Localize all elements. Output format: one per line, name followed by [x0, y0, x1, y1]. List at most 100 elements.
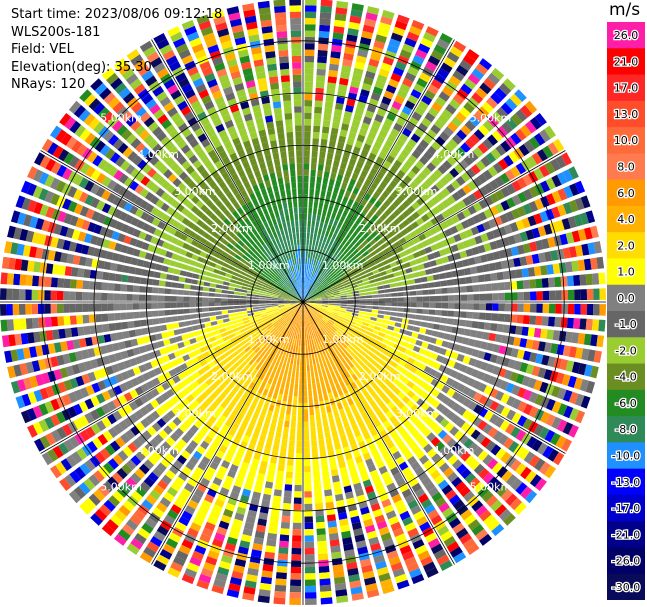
velocity-gate — [332, 377, 339, 385]
velocity-gate — [96, 172, 107, 184]
velocity-gate — [377, 346, 385, 353]
velocity-gate — [327, 294, 334, 297]
velocity-gate — [207, 430, 217, 439]
velocity-gate — [387, 341, 395, 348]
velocity-gate — [130, 338, 139, 347]
velocity-gate — [269, 335, 275, 341]
velocity-gate — [344, 233, 351, 241]
velocity-gate — [350, 152, 359, 161]
velocity-gate — [291, 311, 296, 318]
velocity-gate — [357, 175, 366, 184]
velocity-gate — [326, 359, 331, 367]
velocity-gate — [151, 310, 159, 317]
velocity-gate — [184, 445, 195, 455]
velocity-gate — [227, 294, 234, 298]
velocity-gate — [215, 572, 228, 582]
velocity-gate — [300, 320, 302, 328]
velocity-gate — [334, 154, 342, 162]
velocity-gate — [95, 281, 102, 290]
velocity-gate — [135, 451, 146, 462]
velocity-gate — [479, 293, 487, 301]
velocity-gate — [393, 271, 401, 277]
velocity-gate — [303, 358, 306, 366]
velocity-gate — [433, 169, 443, 179]
velocity-gate — [86, 441, 98, 453]
velocity-gate — [394, 573, 408, 584]
velocity-gate — [171, 253, 179, 261]
velocity-gate — [69, 377, 79, 389]
velocity-gate — [289, 310, 294, 316]
velocity-gate — [246, 305, 253, 308]
velocity-gate — [326, 244, 332, 252]
velocity-gate — [301, 339, 303, 347]
velocity-gate — [52, 445, 64, 459]
velocity-gate — [132, 311, 140, 319]
velocity-gate — [525, 470, 537, 484]
velocity-gate — [531, 365, 541, 377]
velocity-gate — [350, 586, 363, 595]
velocity-gate — [147, 471, 159, 483]
velocity-gate — [543, 369, 553, 381]
velocity-gate — [513, 337, 521, 347]
velocity-gate — [315, 503, 324, 510]
velocity-gate — [368, 443, 377, 452]
velocity-gate — [247, 443, 256, 452]
velocity-gate — [338, 188, 346, 196]
velocity-gate — [345, 327, 352, 333]
velocity-gate — [224, 419, 233, 428]
velocity-gate — [449, 369, 459, 379]
velocity-gate — [20, 180, 32, 194]
velocity-gate — [25, 318, 33, 330]
velocity-gate — [510, 281, 518, 290]
velocity-gate — [304, 573, 316, 580]
velocity-gate — [197, 368, 206, 376]
velocity-gate — [350, 282, 357, 287]
velocity-gate — [419, 270, 427, 277]
velocity-gate — [398, 359, 407, 367]
velocity-gate — [560, 317, 568, 328]
velocity-gate — [438, 364, 447, 373]
velocity-gate — [476, 265, 484, 274]
velocity-gate — [235, 431, 243, 440]
velocity-gate — [571, 260, 579, 272]
velocity-gate — [275, 578, 287, 586]
velocity-gate — [203, 317, 211, 323]
velocity-gate — [362, 24, 375, 34]
velocity-gate — [87, 348, 96, 358]
velocity-gate — [163, 338, 171, 346]
velocity-gate — [198, 415, 207, 424]
velocity-gate — [301, 314, 303, 321]
velocity-gate — [351, 366, 359, 374]
velocity-gate — [389, 283, 397, 288]
velocity-gate — [409, 25, 422, 36]
velocity-gate — [348, 437, 357, 446]
velocity-gate — [417, 333, 425, 341]
velocity-gate — [357, 546, 369, 555]
velocity-gate — [318, 553, 329, 561]
velocity-gate — [586, 288, 594, 300]
velocity-gate — [446, 410, 456, 421]
velocity-gate — [334, 298, 341, 301]
velocity-gate — [304, 125, 311, 132]
velocity-gate — [295, 466, 302, 473]
velocity-gate — [304, 491, 312, 498]
velocity-gate — [581, 243, 590, 256]
velocity-gate — [285, 294, 292, 298]
velocity-gate — [443, 467, 454, 478]
velocity-gate — [391, 405, 400, 415]
velocity-gate — [392, 387, 401, 396]
velocity-gate — [391, 100, 402, 111]
velocity-gate — [377, 400, 386, 409]
velocity-gate — [439, 33, 453, 44]
velocity-gate — [304, 308, 307, 315]
velocity-gate — [299, 371, 303, 378]
velocity-gate — [396, 169, 406, 179]
velocity-gate — [515, 109, 528, 122]
velocity-gate — [186, 211, 195, 220]
velocity-gate — [304, 144, 311, 151]
velocity-gate — [327, 184, 334, 192]
velocity-gate — [439, 148, 450, 159]
velocity-gate — [326, 224, 332, 232]
velocity-gate — [491, 282, 499, 291]
velocity-gate — [510, 478, 523, 491]
